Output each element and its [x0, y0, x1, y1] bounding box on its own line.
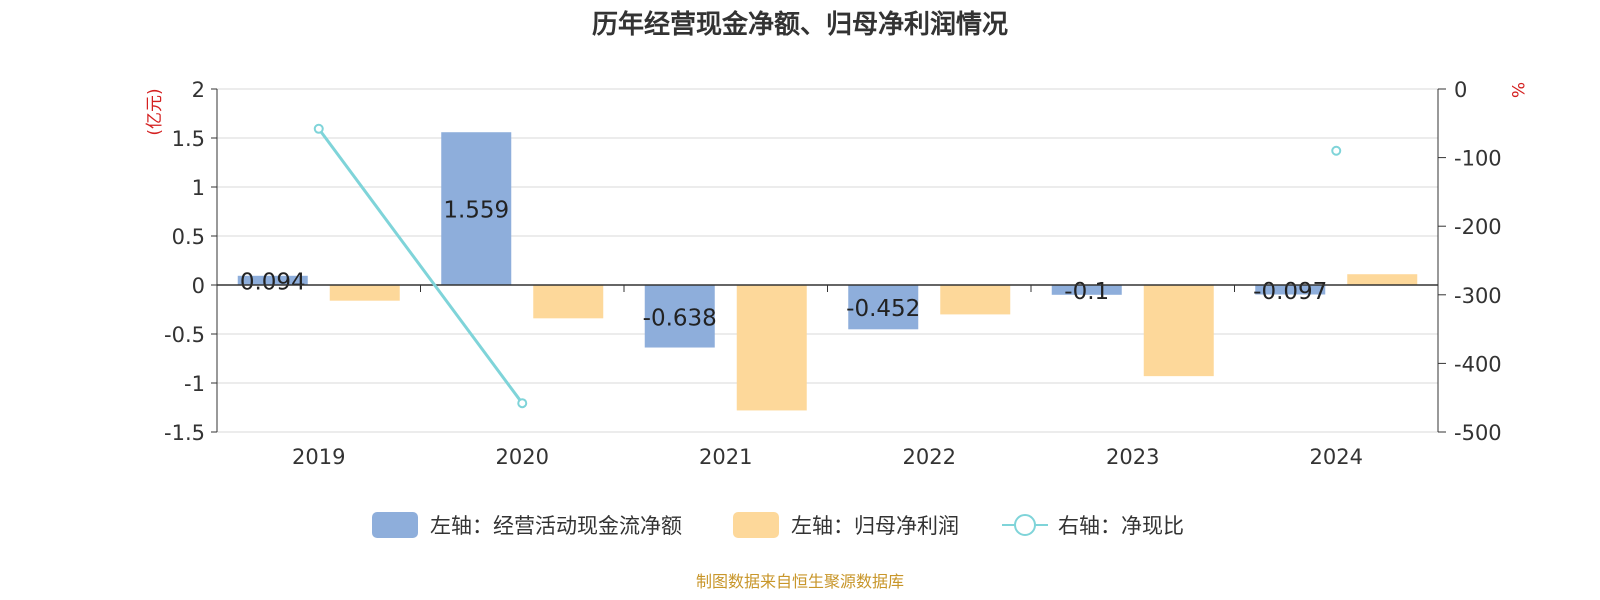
bar-cashflow	[848, 285, 919, 330]
bar-net-profit	[940, 285, 1011, 315]
right-tick-label: -400	[1454, 352, 1502, 376]
right-tick-label: -200	[1454, 215, 1502, 239]
left-tick-label: 0.5	[172, 225, 205, 249]
legend-swatch	[733, 512, 779, 538]
legend-swatch	[372, 512, 418, 538]
x-tick-label: 2022	[903, 445, 956, 469]
bar-data-label: -0.638	[643, 305, 717, 331]
bar-net-profit	[1143, 285, 1214, 377]
x-tick-label: 2020	[496, 445, 549, 469]
left-tick-label: -1.5	[164, 421, 205, 445]
right-tick-label: 0	[1454, 78, 1467, 102]
bar-net-profit	[1347, 274, 1418, 285]
right-tick-label: -300	[1454, 284, 1502, 308]
ratio-point	[517, 398, 528, 409]
right-axis-unit: %	[1507, 82, 1527, 98]
chart-title: 历年经营现金净额、归母净利润情况	[591, 10, 1008, 40]
bar-data-label: 0.094	[240, 269, 306, 295]
legend-label: 左轴：归母净利润	[791, 514, 959, 538]
legend-marker	[1014, 514, 1036, 536]
bar-cashflow	[1255, 285, 1326, 295]
right-tick-label: -500	[1454, 421, 1502, 445]
left-tick-label: 0	[192, 274, 205, 298]
ratio-point	[1331, 145, 1342, 156]
bar-net-profit	[736, 285, 807, 411]
legend-label: 右轴：净现比	[1058, 514, 1184, 538]
ratio-line-segment	[317, 127, 524, 405]
bar-cashflow	[644, 285, 715, 348]
bar-data-label: -0.097	[1253, 279, 1327, 305]
chart-source: 制图数据来自恒生聚源数据库	[695, 572, 904, 591]
right-tick-label: -100	[1454, 147, 1502, 171]
left-axis-unit: (亿元)	[145, 88, 165, 135]
left-tick-label: 1.5	[172, 127, 205, 151]
left-tick-label: 1	[192, 176, 205, 200]
bar-data-label: -0.452	[846, 296, 920, 322]
x-tick-label: 2023	[1106, 445, 1159, 469]
bar-cashflow	[237, 275, 308, 285]
bar-data-label: 1.559	[443, 198, 509, 224]
left-tick-label: -1	[184, 372, 205, 396]
bar-cashflow	[1051, 285, 1122, 295]
bar-data-label: -0.1	[1064, 279, 1109, 305]
x-tick-label: 2024	[1310, 445, 1363, 469]
left-tick-label: -0.5	[164, 323, 205, 347]
x-tick-label: 2021	[699, 445, 752, 469]
bar-cashflow	[441, 132, 512, 285]
x-tick-label: 2019	[292, 445, 345, 469]
legend-label: 左轴：经营活动现金流净额	[430, 514, 682, 538]
left-tick-label: 2	[192, 78, 205, 102]
bar-net-profit	[533, 285, 604, 319]
ratio-point	[313, 123, 324, 134]
bar-net-profit	[329, 285, 400, 301]
